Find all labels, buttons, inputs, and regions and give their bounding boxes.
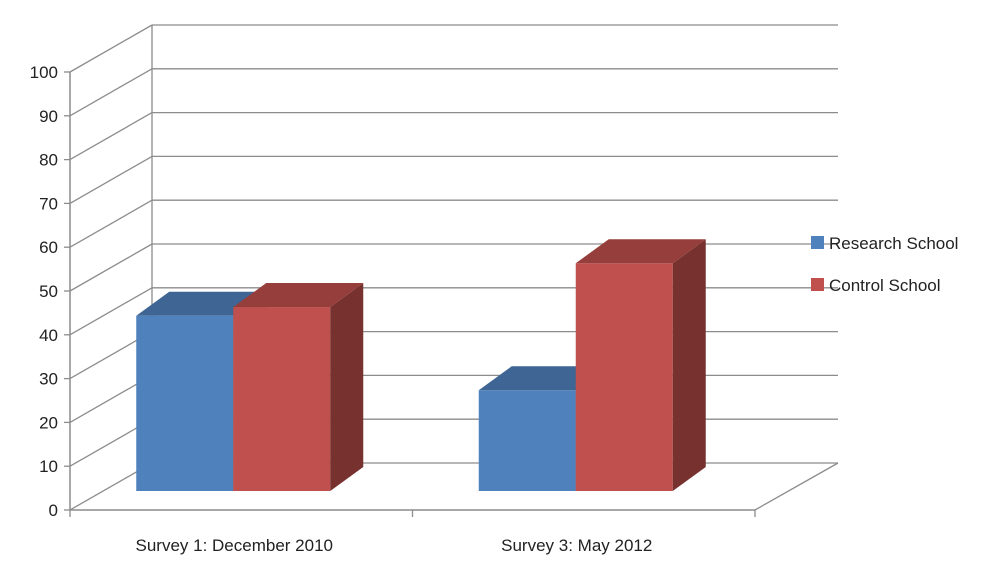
bar-front-0-1 xyxy=(233,307,331,491)
legend-label-0: Research School xyxy=(829,234,958,253)
y-tick-label-8: 80 xyxy=(39,151,58,170)
y-tick-label-7: 70 xyxy=(39,194,58,213)
y-tick-label-2: 20 xyxy=(39,413,58,432)
y-tick-label-10: 100 xyxy=(30,63,58,82)
side-wall-gridline-10 xyxy=(69,24,153,73)
legend-swatch-1 xyxy=(811,278,824,291)
y-tick-label-3: 30 xyxy=(39,370,58,389)
side-wall-gridline-6 xyxy=(69,199,153,248)
side-wall-gridline-4 xyxy=(69,287,153,336)
y-tick-label-0: 0 xyxy=(49,501,58,520)
floor-right-edge xyxy=(754,462,839,511)
side-wall-gridline-8 xyxy=(69,112,153,161)
bar-front-0-0 xyxy=(136,315,234,491)
y-tick-label-1: 10 xyxy=(39,457,58,476)
y-tick-label-4: 40 xyxy=(39,326,58,345)
y-tick-label-9: 90 xyxy=(39,107,58,126)
bar-top-0-1 xyxy=(233,283,364,308)
y-tick-label-6: 60 xyxy=(39,238,58,257)
bar-front-1-0 xyxy=(478,390,576,491)
x-category-label-1: Survey 3: May 2012 xyxy=(501,536,652,555)
legend-swatch-0 xyxy=(811,236,824,249)
y-tick-label-5: 50 xyxy=(39,282,58,301)
bar-front-1-1 xyxy=(575,263,673,491)
side-wall-gridline-5 xyxy=(69,243,153,292)
bar-top-1-1 xyxy=(575,239,706,264)
side-wall-gridline-9 xyxy=(69,68,153,117)
bar-side-0-1 xyxy=(330,283,364,491)
x-category-label-0: Survey 1: December 2010 xyxy=(136,536,334,555)
side-wall-gridline-7 xyxy=(69,155,153,204)
bar-side-1-1 xyxy=(672,239,706,491)
legend-label-1: Control School xyxy=(829,276,941,295)
